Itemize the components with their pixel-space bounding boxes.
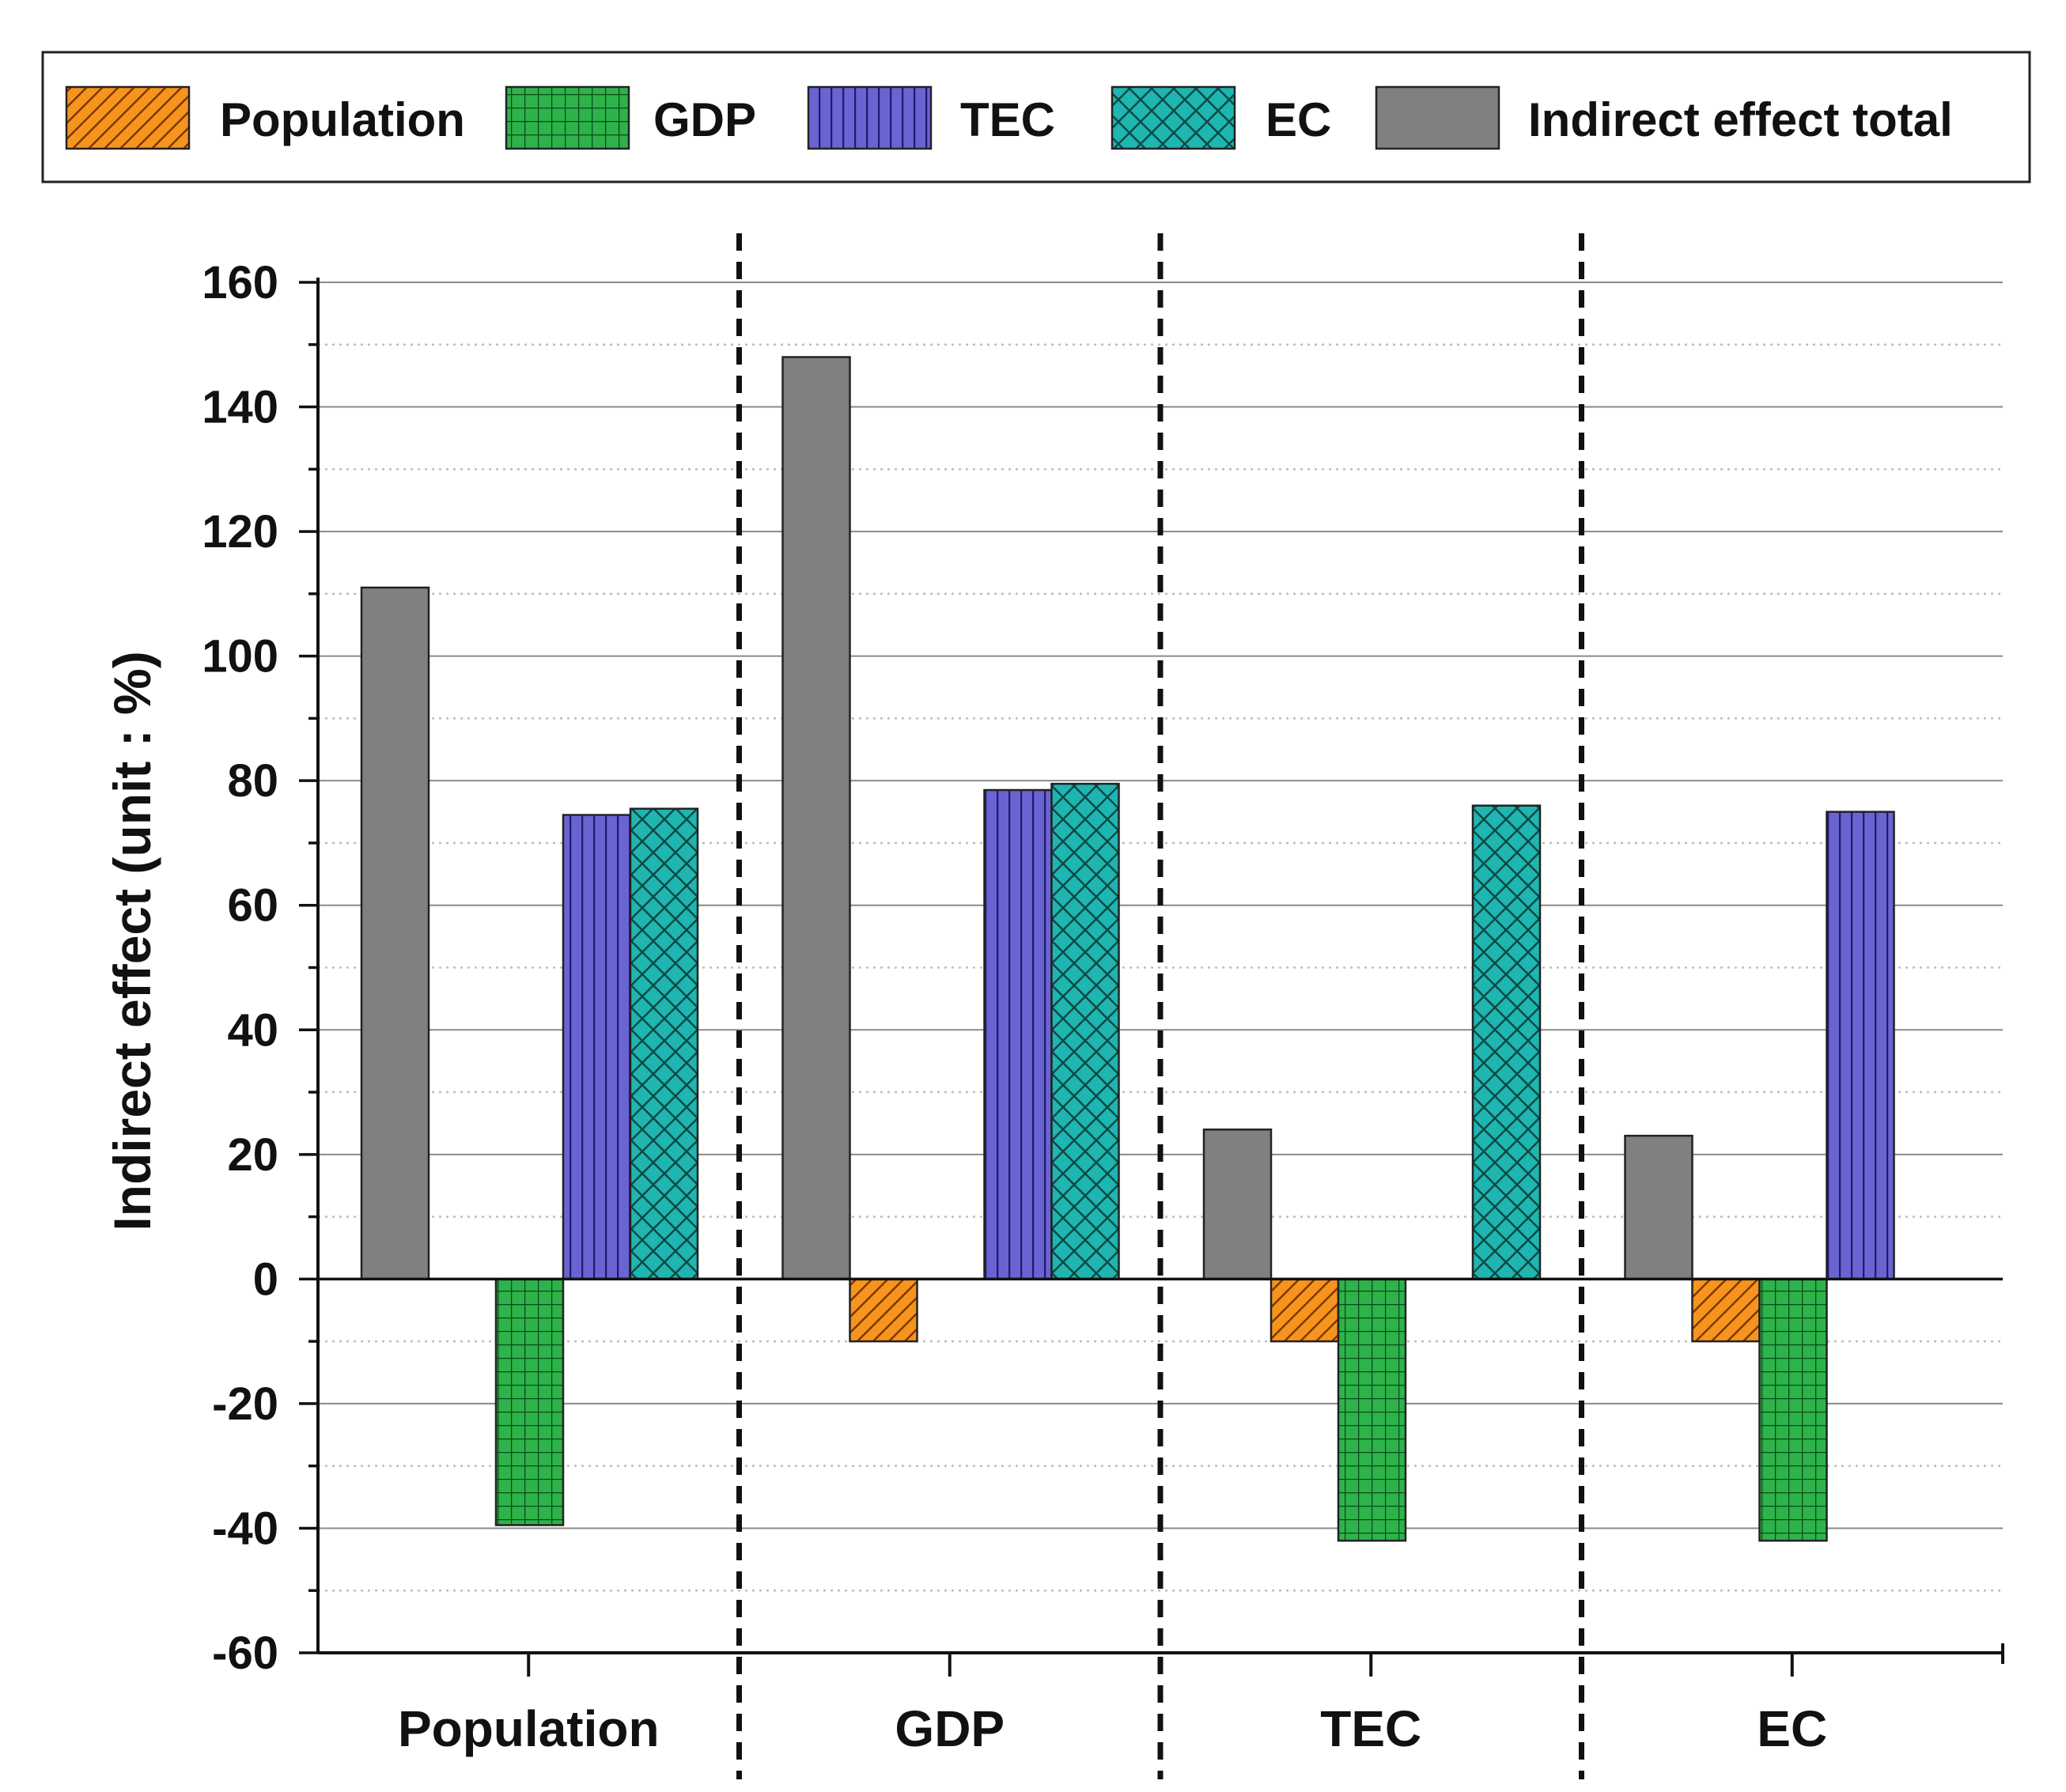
bar-total-ec: [1624, 1134, 1693, 1280]
legend-label-gdp: GDP: [653, 93, 756, 146]
legend-label-tec: TEC: [960, 93, 1055, 146]
legend-swatch-population: [65, 85, 191, 150]
bar-ec-tec: [1471, 804, 1542, 1280]
bar-population-gdp: [849, 1278, 918, 1343]
y-tick-label: -40: [212, 1503, 278, 1554]
legend-frame: [41, 51, 2031, 183]
bar-tec-ec: [1826, 811, 1895, 1280]
y-tick-label: 140: [202, 382, 278, 433]
legend-label-total: Indirect effect total: [1528, 93, 1953, 146]
bar-population-tec: [1269, 1278, 1340, 1343]
x-tick-label-tec: TEC: [1320, 1700, 1421, 1757]
bar-total-gdp: [781, 356, 851, 1280]
y-tick-label: -20: [212, 1378, 278, 1430]
bar-population-ec: [1691, 1278, 1761, 1343]
y-tick-label: 120: [202, 506, 278, 558]
bar-ec-gdp: [1050, 782, 1120, 1280]
bar-gdp-tec: [1337, 1278, 1407, 1542]
bar-gdp-population: [494, 1278, 565, 1526]
legend-swatch-total: [1375, 85, 1500, 150]
bar-ec-population: [629, 807, 699, 1280]
legend-swatch-gdp: [505, 85, 630, 150]
y-tick-label: 0: [253, 1253, 278, 1305]
y-tick-label: 40: [227, 1004, 278, 1056]
bar-tec-gdp: [983, 788, 1053, 1280]
legend-swatch-ec: [1111, 85, 1236, 150]
bars: [360, 356, 1895, 1542]
x-tick-label-gdp: GDP: [895, 1700, 1005, 1757]
x-tick-label-ec: EC: [1757, 1700, 1827, 1757]
legend-label-ec: EC: [1266, 93, 1331, 146]
y-tick-labels: 160 140 120 100 80 60 40 20 0 -20 -40 -60: [202, 257, 278, 1679]
legend-swatch-tec: [807, 85, 933, 150]
group-separators: [736, 233, 1584, 1779]
axes: [299, 278, 2004, 1677]
y-tick-label: -60: [212, 1628, 278, 1679]
legend-label-population: Population: [220, 93, 465, 146]
legend: Population GDP TEC EC Indirect effect total: [41, 51, 2031, 183]
x-tick-label-population: Population: [398, 1700, 660, 1757]
bar-tec-population: [562, 814, 632, 1280]
y-tick-label: 100: [202, 631, 278, 682]
y-axis-label: Indirect effect (unit : %): [103, 651, 161, 1231]
bar-total-population: [360, 586, 430, 1280]
x-tick-labels: Population GDP TEC EC: [398, 1700, 1827, 1757]
y-tick-label: 160: [202, 257, 278, 308]
y-tick-label: 20: [227, 1129, 278, 1181]
bar-total-tec: [1202, 1129, 1273, 1280]
y-tick-label: 60: [227, 880, 278, 932]
y-tick-label: 80: [227, 755, 278, 807]
bar-gdp-ec: [1758, 1278, 1828, 1542]
